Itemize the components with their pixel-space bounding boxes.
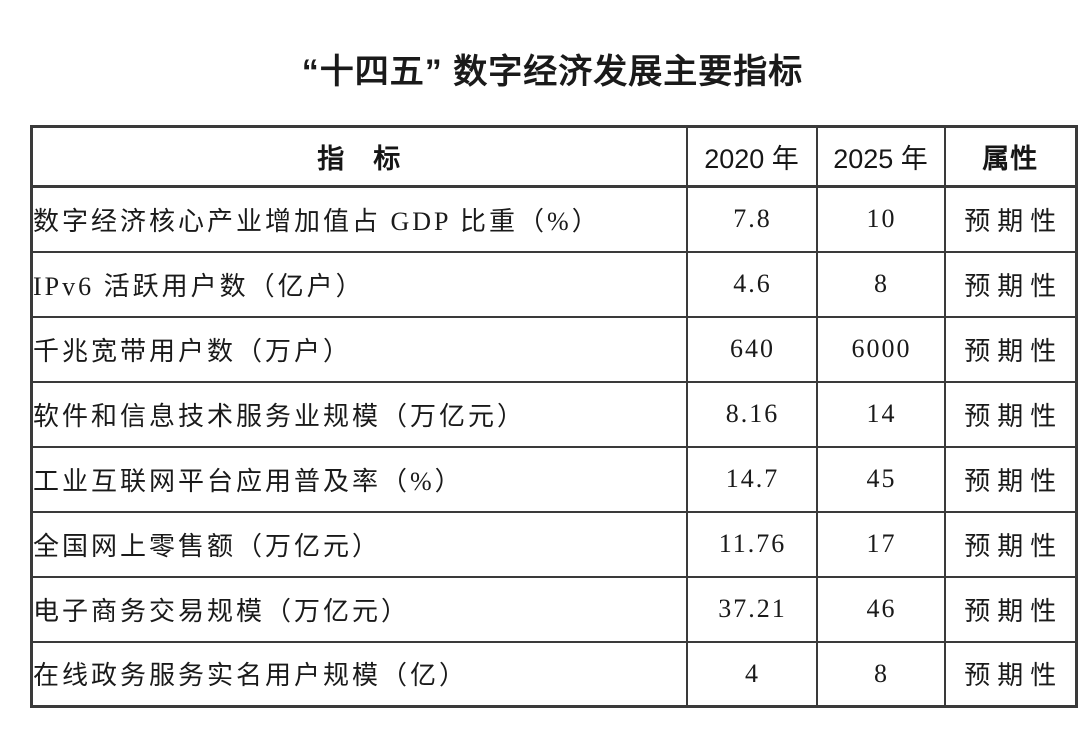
table-row: 数字经济核心产业增加值占 GDP 比重（%） 7.8 10 预期性 [30,185,1078,253]
value-2025-cell: 45 [815,445,946,513]
table-row: IPv6 活跃用户数（亿户） 4.6 8 预期性 [30,250,1078,318]
indicator-cell: 在线政务服务实名用户规模（亿） [30,640,688,708]
value-2025-cell: 46 [815,575,946,643]
header-2025: 2025 年 [815,125,946,188]
table-row: 电子商务交易规模（万亿元） 37.21 46 预期性 [30,575,1078,643]
indicator-cell: 全国网上零售额（万亿元） [30,510,688,578]
indicator-table: 指 标 2020 年 2025 年 属性 数字经济核心产业增加值占 GDP 比重… [30,125,1078,708]
attribute-cell: 预期性 [943,185,1078,253]
table-row: 软件和信息技术服务业规模（万亿元） 8.16 14 预期性 [30,380,1078,448]
value-2020-cell: 640 [685,315,818,383]
table-row: 千兆宽带用户数（万户） 640 6000 预期性 [30,315,1078,383]
indicator-cell: 软件和信息技术服务业规模（万亿元） [30,380,688,448]
value-2025-cell: 14 [815,380,946,448]
attribute-cell: 预期性 [943,380,1078,448]
header-indicator: 指 标 [30,125,688,188]
indicator-cell: IPv6 活跃用户数（亿户） [30,250,688,318]
value-2025-cell: 6000 [815,315,946,383]
value-2020-cell: 37.21 [685,575,818,643]
header-2020: 2020 年 [685,125,818,188]
indicator-cell: 工业互联网平台应用普及率（%） [30,445,688,513]
header-attribute: 属性 [943,125,1078,188]
indicator-cell: 电子商务交易规模（万亿元） [30,575,688,643]
attribute-cell: 预期性 [943,445,1078,513]
value-2025-cell: 8 [815,250,946,318]
value-2020-cell: 14.7 [685,445,818,513]
attribute-cell: 预期性 [943,510,1078,578]
page-title: “十四五” 数字经济发展主要指标 [301,53,804,91]
value-2020-cell: 8.16 [685,380,818,448]
value-2020-cell: 11.76 [685,510,818,578]
table-row: 在线政务服务实名用户规模（亿） 4 8 预期性 [30,640,1078,708]
indicator-cell: 数字经济核心产业增加值占 GDP 比重（%） [30,185,688,253]
indicator-cell: 千兆宽带用户数（万户） [30,315,688,383]
value-2025-cell: 17 [815,510,946,578]
attribute-cell: 预期性 [943,250,1078,318]
value-2020-cell: 4.6 [685,250,818,318]
value-2025-cell: 8 [815,640,946,708]
attribute-cell: 预期性 [943,575,1078,643]
attribute-cell: 预期性 [943,640,1078,708]
value-2020-cell: 4 [685,640,818,708]
table-row: 工业互联网平台应用普及率（%） 14.7 45 预期性 [30,445,1078,513]
table-header-row: 指 标 2020 年 2025 年 属性 [30,125,1078,188]
value-2025-cell: 10 [815,185,946,253]
attribute-cell: 预期性 [943,315,1078,383]
value-2020-cell: 7.8 [685,185,818,253]
table-row: 全国网上零售额（万亿元） 11.76 17 预期性 [30,510,1078,578]
